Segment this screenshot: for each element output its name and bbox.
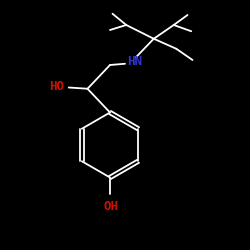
Text: HN: HN xyxy=(127,55,142,68)
Text: OH: OH xyxy=(104,200,119,213)
Text: HO: HO xyxy=(49,80,64,93)
